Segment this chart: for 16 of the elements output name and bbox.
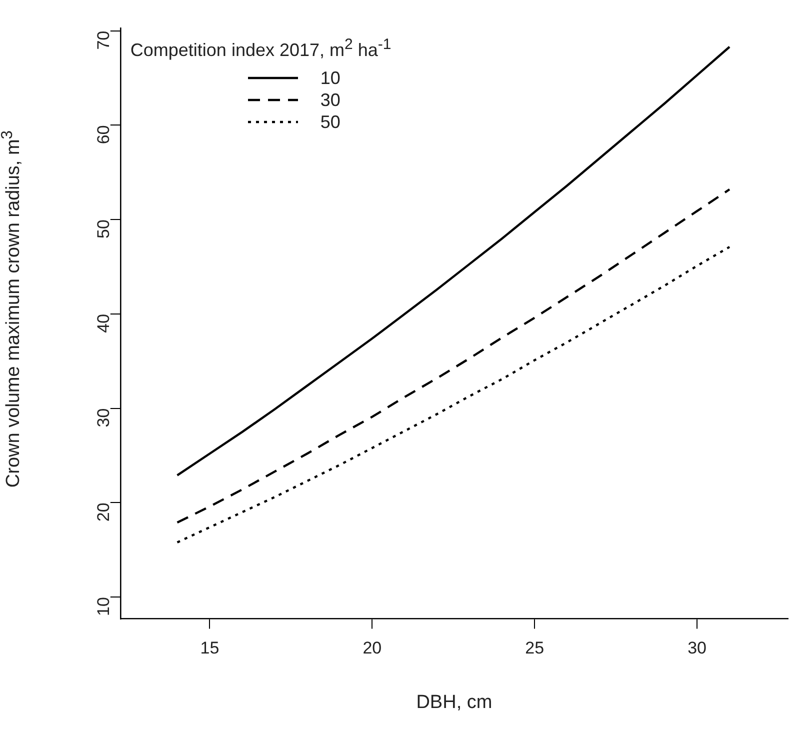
y-tick-label: 30 — [94, 408, 114, 428]
x-tick-label: 30 — [688, 638, 706, 658]
x-tick-label: 25 — [525, 638, 544, 658]
y-tick-label: 20 — [94, 502, 114, 522]
y-tick-label: 40 — [94, 314, 114, 333]
x-tick-label: 20 — [362, 638, 382, 658]
y-tick-label: 50 — [94, 220, 114, 239]
x-axis-title: DBH, cm — [416, 692, 492, 713]
y-tick-label: 10 — [94, 597, 114, 616]
legend-label: 50 — [320, 112, 340, 132]
legend-label: 30 — [320, 90, 340, 110]
y-tick-label: 70 — [94, 30, 114, 50]
x-tick-label: 15 — [200, 638, 220, 658]
legend-label: 10 — [320, 68, 340, 88]
legend-title: Competition index 2017, m$^{2}$ ha$^{-1}$ — [130, 36, 392, 61]
y-tick-label: 60 — [94, 125, 114, 144]
